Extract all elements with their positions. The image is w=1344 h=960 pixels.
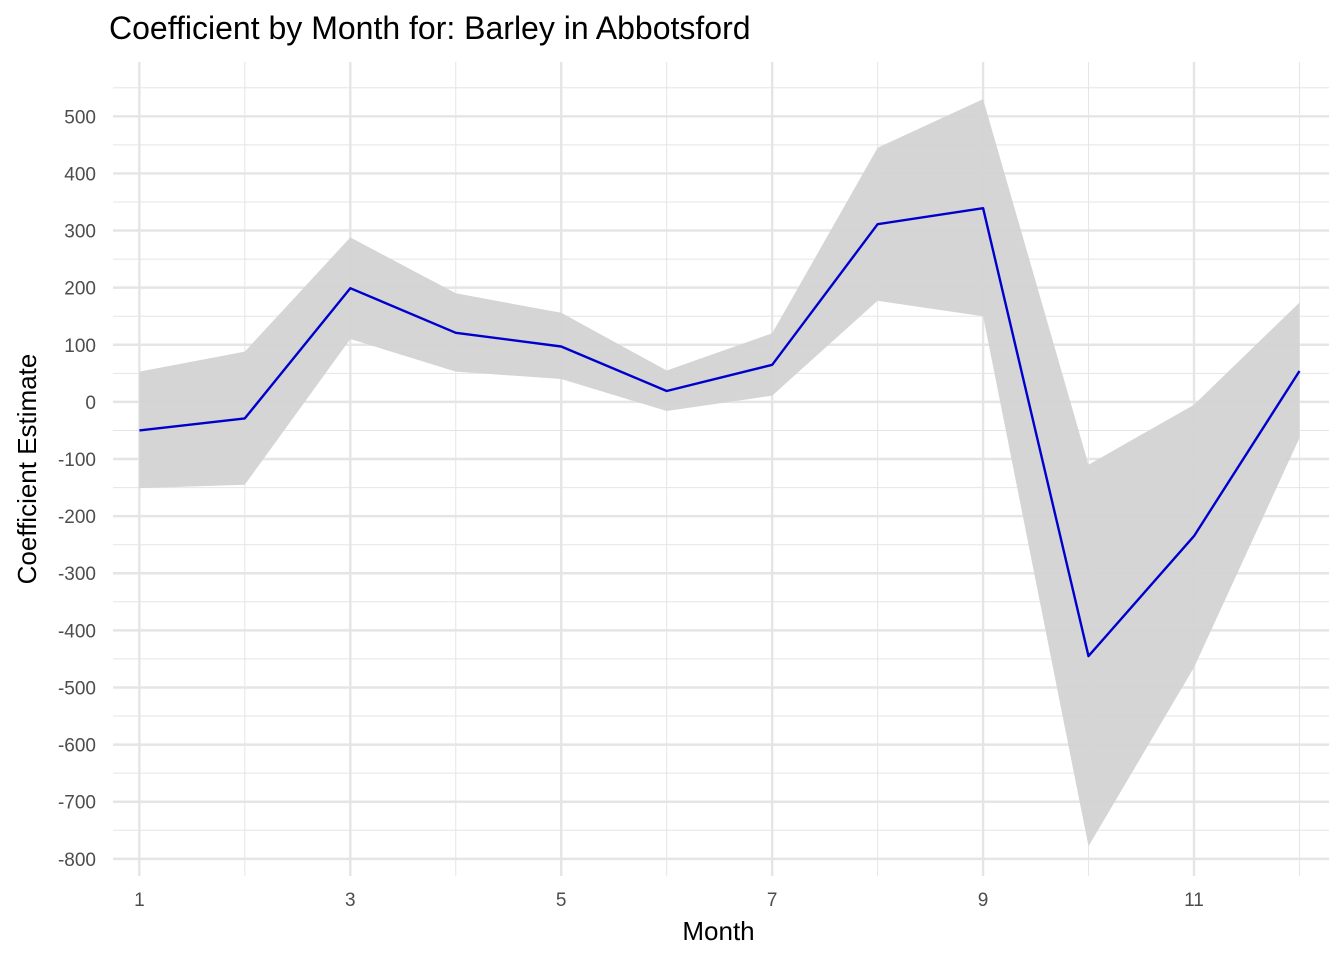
x-axis-ticks: 1 3 5 7 9 11	[134, 890, 1204, 911]
x-tick-label: 5	[556, 890, 567, 911]
x-tick-label: 1	[134, 890, 145, 911]
y-tick-label: 400	[64, 164, 96, 185]
y-tick-label: 300	[64, 222, 96, 243]
y-tick-label: -100	[58, 450, 96, 471]
x-tick-label: 11	[1184, 890, 1204, 911]
y-tick-label: 500	[64, 107, 96, 128]
y-tick-label: 0	[85, 393, 96, 414]
y-tick-label: -300	[58, 564, 96, 585]
y-tick-label: -200	[58, 507, 96, 528]
estimate-line	[139, 206, 1301, 658]
y-axis-ticks: 500 400 300 200 100 0 -100 -200 -300 -400 -500 -600…	[58, 107, 96, 871]
y-tick-label: -800	[58, 850, 96, 871]
x-axis-title: Month	[682, 916, 754, 946]
y-tick-label: 200	[64, 279, 96, 300]
y-tick-label: 100	[64, 336, 96, 357]
y-tick-label: -400	[58, 621, 96, 642]
y-tick-label: -600	[58, 736, 96, 757]
y-tick-label: -700	[58, 793, 96, 814]
confidence-band	[139, 99, 1300, 847]
chart-title: Coefficient by Month for: Barley in Abbo…	[109, 10, 751, 46]
confidence-band-layer	[139, 99, 1300, 847]
y-axis-title: Coefficient Estimate	[12, 354, 42, 585]
x-tick-label: 9	[978, 890, 989, 911]
y-tick-label: -500	[58, 678, 96, 699]
x-tick-label: 3	[345, 890, 356, 911]
estimate-line-layer	[139, 206, 1301, 658]
x-tick-label: 7	[767, 890, 778, 911]
